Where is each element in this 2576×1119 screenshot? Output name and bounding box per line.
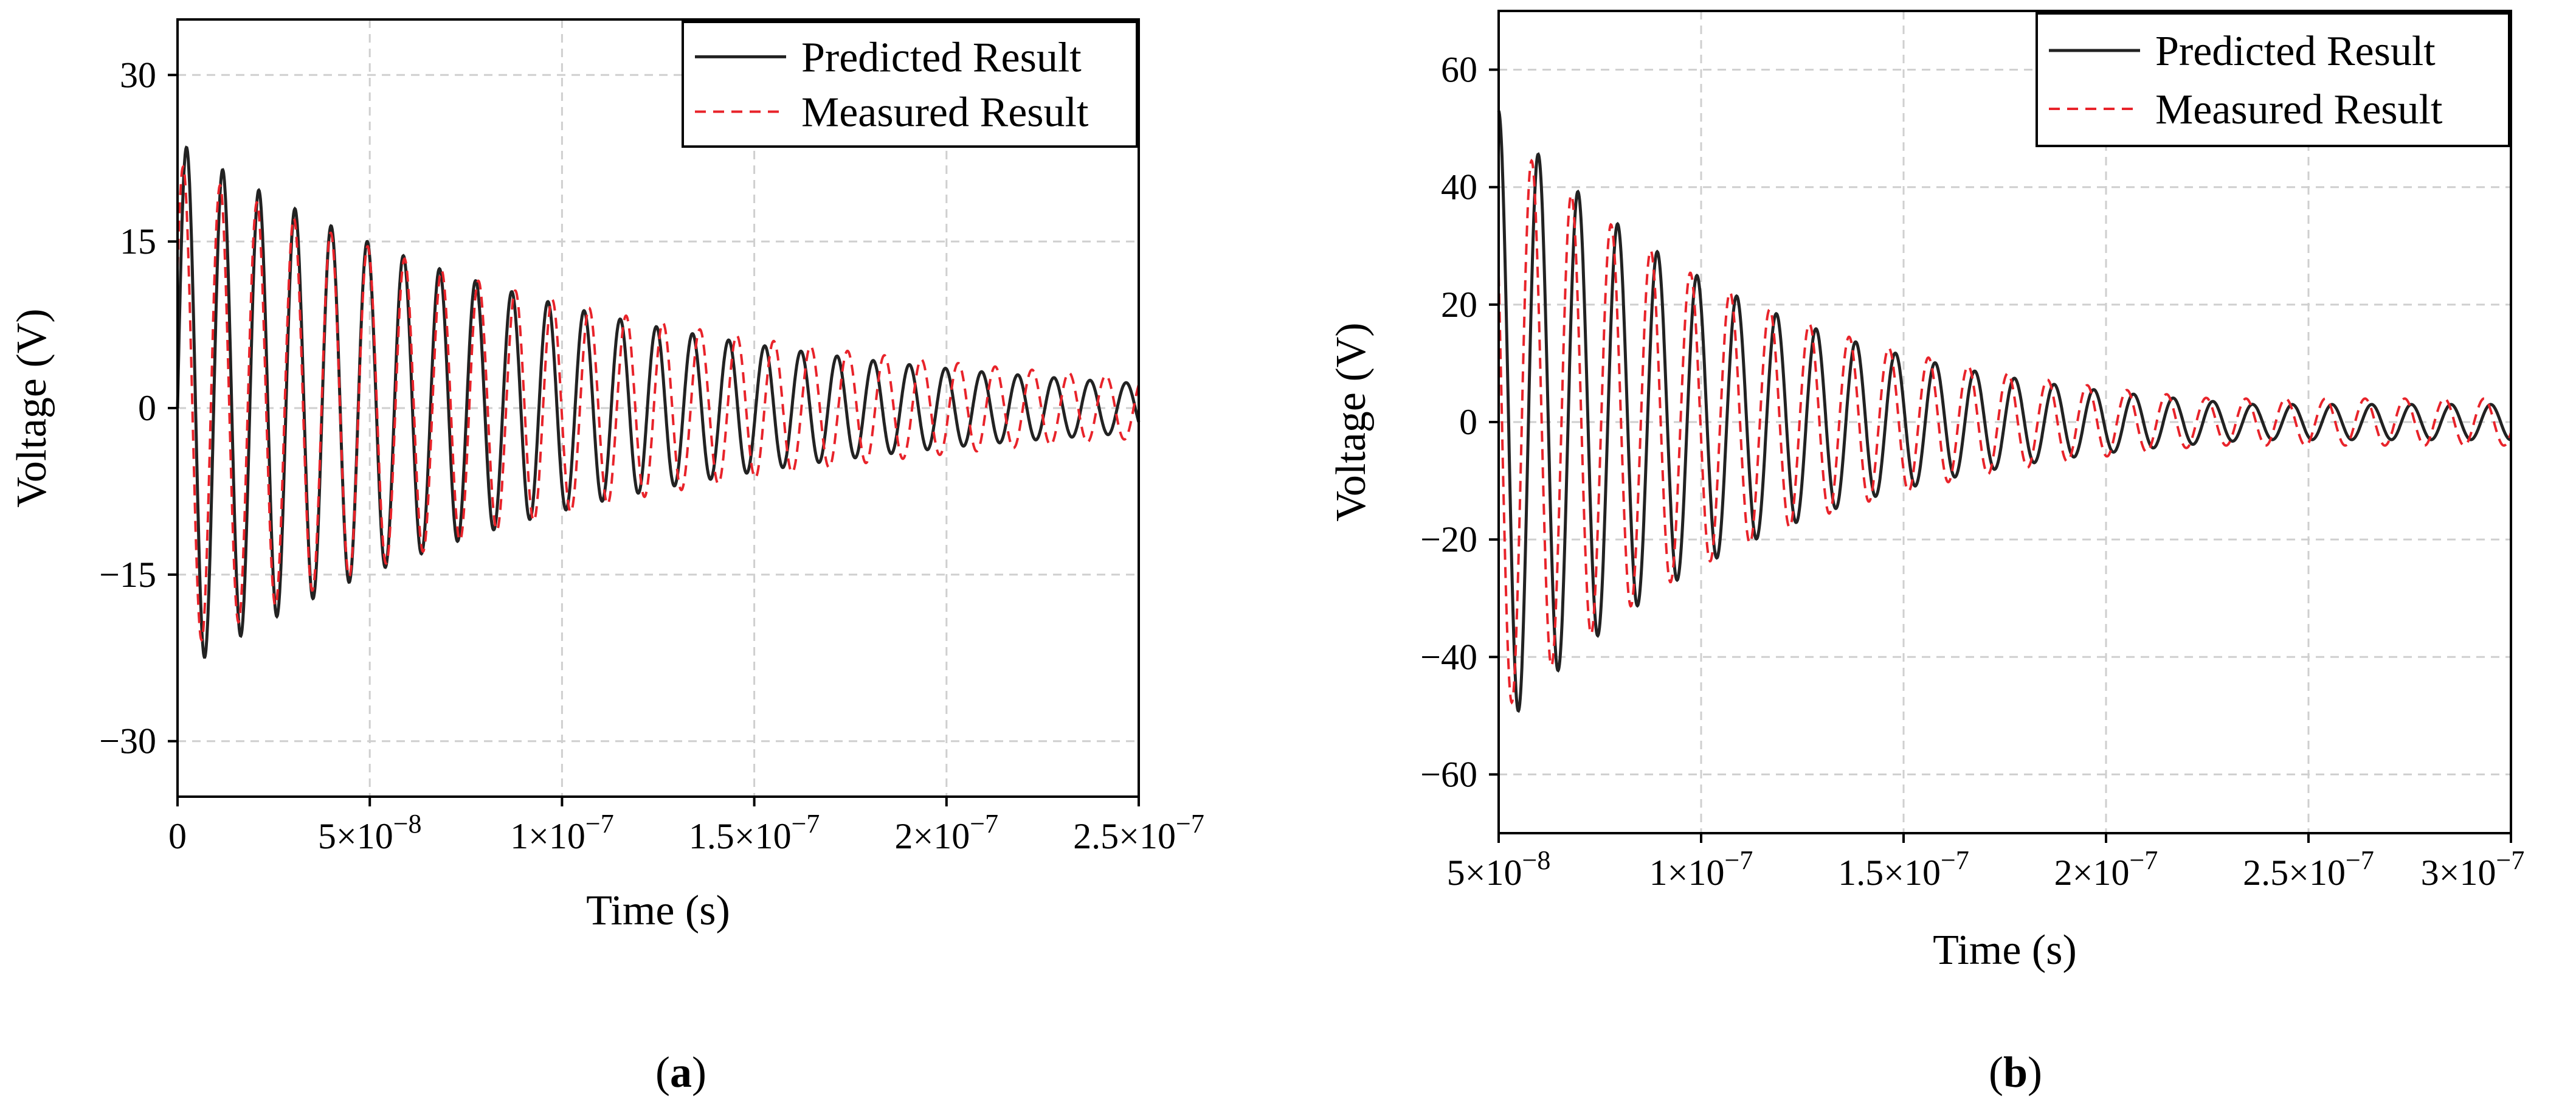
y-tick-label-6: 60 xyxy=(1441,50,1477,90)
y-tick-label-4: 20 xyxy=(1441,285,1477,325)
caption-a-letter: a xyxy=(670,1048,692,1096)
series-line-measured-result xyxy=(176,164,1140,642)
caption-b-letter: b xyxy=(2003,1048,2028,1096)
ticks-a: 0 5×10−8 1×10−7 1.5×10−7 2×10−7 2.5×10−7 −30 −1… xyxy=(99,55,1204,856)
grid-a xyxy=(178,19,1139,797)
x-tick-label-2: 1.5×10−7 xyxy=(1838,845,1969,893)
x-axis-label-a: Time (s) xyxy=(586,887,730,934)
x-tick-label-0: 0 xyxy=(168,816,187,856)
y-tick-label-0: −30 xyxy=(99,721,156,761)
y-tick-label-3: 0 xyxy=(1459,402,1477,442)
y-tick-label-3: 15 xyxy=(120,221,156,262)
y-tick-label-2: −20 xyxy=(1420,519,1477,560)
legend-label-predicted-a: Predicted Result xyxy=(801,34,1082,81)
x-tick-label-1: 1×10−7 xyxy=(1649,845,1753,893)
y-tick-label-1: −15 xyxy=(99,555,156,595)
legend-box-a xyxy=(682,21,1138,148)
legend-box-b xyxy=(2036,12,2510,147)
x-tick-label-5: 2.5×10−7 xyxy=(1073,809,1204,856)
legend-a: Predicted Result Measured Result xyxy=(682,21,1138,148)
y-tick-label-0: −60 xyxy=(1420,754,1477,794)
x-tick-label-3: 1.5×10−7 xyxy=(689,809,820,856)
series-b xyxy=(1497,110,2512,713)
legend-label-measured-b: Measured Result xyxy=(2155,86,2443,133)
y-tick-label-4: 30 xyxy=(120,55,156,95)
legend-b: Predicted Result Measured Result xyxy=(2036,12,2510,147)
x-tick-label-4: 2×10−7 xyxy=(894,809,998,856)
chart-panel-b: 5×10−8 1×10−7 1.5×10−7 2×10−7 2.5×10−7 3×10−7… xyxy=(1328,10,2524,974)
series-line-predicted-result xyxy=(1497,110,2512,713)
x-tick-label-4: 2.5×10−7 xyxy=(2243,845,2374,893)
legend-label-predicted-b: Predicted Result xyxy=(2155,28,2436,75)
legend-label-measured-a: Measured Result xyxy=(801,89,1089,136)
y-tick-label-2: 0 xyxy=(138,388,156,428)
y-axis-label-b: Voltage (V) xyxy=(1328,322,1375,521)
series-line-measured-result xyxy=(1497,158,2512,705)
y-axis-label-a: Voltage (V) xyxy=(9,308,55,507)
x-axis-label-b: Time (s) xyxy=(1933,927,2077,974)
x-tick-label-2: 1×10−7 xyxy=(510,809,614,856)
x-tick-label-1: 5×10−8 xyxy=(318,809,422,856)
x-tick-label-3: 2×10−7 xyxy=(2054,845,2158,893)
x-tick-label-0: 5×10−8 xyxy=(1447,845,1551,893)
series-line-predicted-result xyxy=(176,145,1141,659)
chart-panel-a: 0 5×10−8 1×10−7 1.5×10−7 2×10−7 2.5×10−7 −30 −1… xyxy=(9,18,1204,934)
series-a xyxy=(176,145,1141,659)
y-tick-label-5: 40 xyxy=(1441,167,1477,207)
caption-b: (b) xyxy=(1988,1048,2042,1096)
x-tick-label-5: 3×10−7 xyxy=(2421,845,2525,893)
ticks-b: 5×10−8 1×10−7 1.5×10−7 2×10−7 2.5×10−7 3×10−7… xyxy=(1420,50,2524,893)
caption-a: (a) xyxy=(655,1048,706,1096)
y-tick-label-1: −40 xyxy=(1420,637,1477,677)
